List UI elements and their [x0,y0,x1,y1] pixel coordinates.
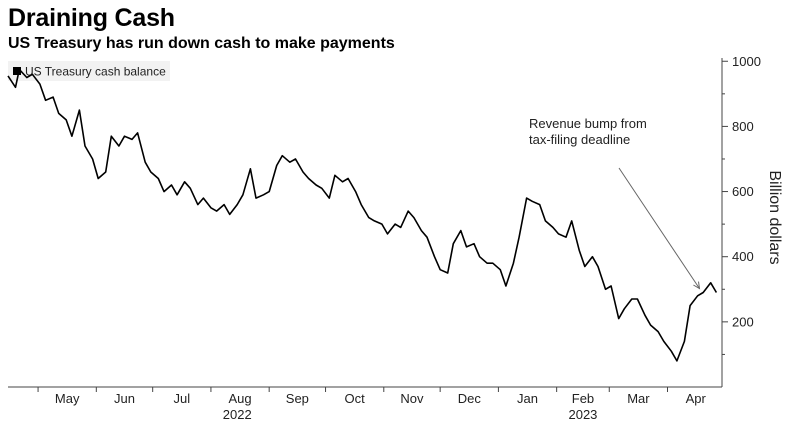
x-tick-label: Mar [627,391,650,406]
legend-background [8,61,170,81]
axes: 200 400 600 800 1000 Billion dollars May Jun Jul… [8,54,783,422]
y-tick-label: 600 [732,184,754,199]
legend: US Treasury cash balance [8,61,170,81]
chart-title: Draining Cash [8,4,175,32]
x-tick-label: Dec [458,391,482,406]
x-tick-label: Jun [114,391,135,406]
x-tick-label: Jan [517,391,538,406]
y-axis-title: Billion dollars [766,170,783,264]
x-tick-label: Nov [400,391,424,406]
x-tick-label: Oct [345,391,366,406]
x-tick-label: Aug [228,391,251,406]
x-tick-label: Feb [572,391,594,406]
annotation-arrow [618,167,700,289]
legend-label: US Treasury cash balance [25,65,166,79]
annotation-text: tax-filing deadline [529,132,630,147]
y-tick-label: 800 [732,119,754,134]
x-year-label: 2022 [223,407,252,422]
x-year-label: 2023 [568,407,597,422]
y-tick-label: 200 [732,314,754,329]
x-tick-label: Sep [286,391,309,406]
y-tick-label: 1000 [732,54,761,69]
x-tick-label: Apr [686,391,707,406]
x-tick-label: Jul [173,391,190,406]
x-tick-label: May [55,391,80,406]
legend-swatch [13,67,21,75]
y-tick-label: 400 [732,249,754,264]
annotation-text: Revenue bump from [529,116,647,131]
annotation-arrowhead [693,281,701,290]
series-layer [7,68,718,362]
series-line [7,68,718,362]
chart-subtitle: US Treasury has run down cash to make pa… [8,35,395,52]
